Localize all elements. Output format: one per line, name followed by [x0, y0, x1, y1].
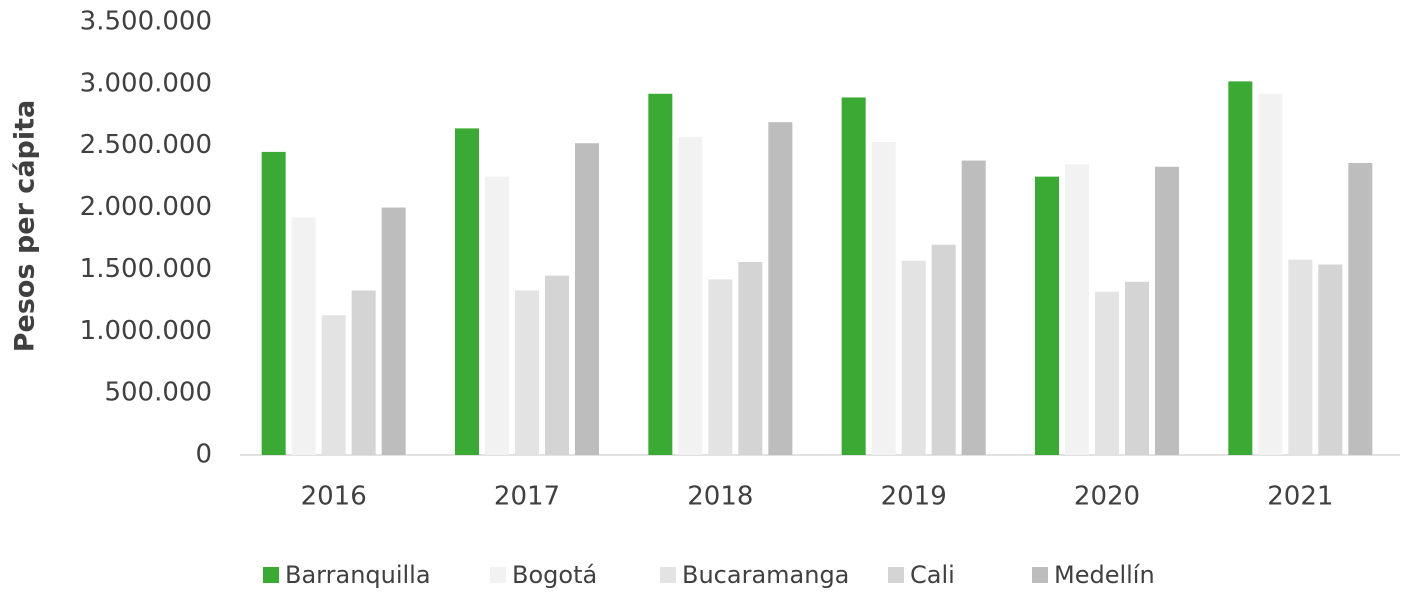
bar — [1318, 264, 1343, 455]
bar — [1288, 259, 1313, 455]
bar — [515, 290, 539, 455]
y-tick-label: 0 — [195, 440, 212, 470]
x-tick-label: 2017 — [494, 482, 560, 512]
y-tick-label: 3.000.000 — [80, 68, 212, 98]
legend-label: Medellín — [1054, 561, 1155, 589]
bar — [1228, 81, 1253, 455]
legend-label: Cali — [910, 561, 955, 589]
bar — [351, 290, 376, 455]
bar — [1155, 166, 1179, 455]
bar — [901, 260, 926, 455]
legend-label: Barranquilla — [285, 561, 431, 589]
x-tick-label: 2019 — [881, 482, 947, 512]
x-tick-label: 2021 — [1267, 482, 1333, 512]
y-axis-label: Pesos per cápita — [10, 100, 41, 352]
bar — [871, 142, 896, 455]
legend-label: Bucaramanga — [682, 561, 849, 589]
bar — [1258, 93, 1283, 456]
bar — [931, 244, 956, 455]
legend-swatch — [660, 567, 676, 583]
legend-swatch — [888, 567, 904, 583]
legend-swatch — [263, 567, 279, 583]
bar — [261, 151, 286, 455]
bar — [738, 262, 763, 455]
y-tick-label: 3.500.000 — [80, 7, 212, 37]
bar — [768, 122, 793, 456]
bar — [1348, 163, 1373, 455]
bar — [321, 315, 346, 455]
bar — [545, 275, 569, 455]
bar — [381, 207, 406, 455]
bar — [1065, 164, 1089, 455]
bar — [575, 143, 599, 456]
bar — [291, 217, 316, 455]
y-tick-label: 1.500.000 — [80, 254, 212, 284]
bar — [485, 176, 509, 455]
bar — [1125, 281, 1149, 455]
bar — [455, 128, 479, 455]
legend-label: Bogotá — [512, 561, 597, 589]
x-tick-label: 2018 — [687, 482, 753, 512]
y-tick-label: 2.000.000 — [80, 192, 212, 222]
legend-swatch — [490, 567, 506, 583]
bar — [1035, 176, 1059, 455]
x-tick-label: 2020 — [1074, 482, 1140, 512]
bar — [678, 137, 703, 455]
bar — [841, 97, 866, 456]
bar — [708, 279, 733, 455]
y-tick-label: 1.000.000 — [80, 316, 212, 346]
x-tick-label: 2016 — [301, 482, 367, 512]
y-tick-label: 2.500.000 — [80, 130, 212, 160]
bar — [1095, 291, 1119, 455]
y-tick-label: 500.000 — [104, 378, 212, 408]
legend-swatch — [1032, 567, 1048, 583]
bar — [961, 160, 986, 455]
bar — [648, 93, 673, 456]
